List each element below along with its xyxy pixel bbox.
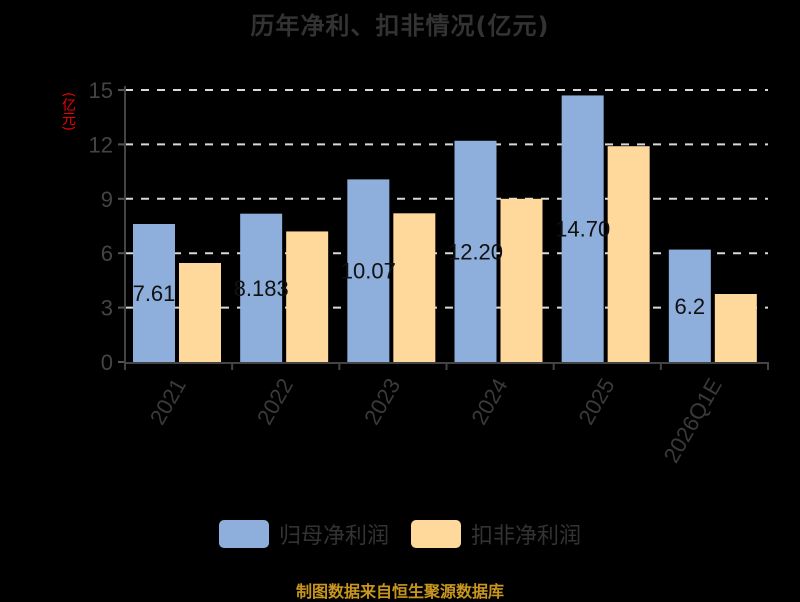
y-axis-unit-label: (亿元) bbox=[60, 92, 76, 131]
bar[interactable] bbox=[714, 294, 757, 362]
legend-item-deducted-profit[interactable]: 扣非净利润 bbox=[411, 518, 581, 550]
legend: 归母净利润 扣非净利润 bbox=[0, 518, 800, 550]
y-tick-label: 9 bbox=[101, 187, 113, 212]
x-tick-label: 2026Q1E bbox=[659, 374, 727, 467]
bar-chart: 0 3 6 9 12 15 7.61 2021 8.183 2022 10.07 2023 12.20 2… bbox=[89, 78, 769, 467]
legend-label: 归母净利润 bbox=[278, 524, 389, 549]
bar[interactable] bbox=[393, 213, 436, 362]
x-tick-label: 2024 bbox=[466, 374, 512, 429]
bar[interactable] bbox=[561, 95, 604, 362]
bar[interactable] bbox=[347, 179, 390, 362]
bar[interactable] bbox=[240, 213, 283, 362]
legend-swatch-orange bbox=[411, 520, 461, 548]
legend-swatch-blue bbox=[218, 520, 269, 548]
bar-value-label: 14.70 bbox=[555, 217, 610, 242]
legend-item-net-profit[interactable]: 归母净利润 bbox=[218, 518, 389, 550]
chart-title: 历年净利、扣非情况(亿元) bbox=[250, 12, 550, 40]
y-tick-label: 15 bbox=[89, 78, 113, 103]
x-tick-label: 2022 bbox=[252, 374, 298, 429]
bar-value-label: 6.2 bbox=[675, 294, 706, 319]
bar-value-label: 8.183 bbox=[234, 276, 289, 301]
bar[interactable] bbox=[454, 140, 497, 362]
y-tick-label: 0 bbox=[101, 350, 113, 375]
x-tick-label: 2021 bbox=[145, 374, 191, 429]
y-tick-label: 12 bbox=[89, 132, 113, 157]
bar-value-label: 12.20 bbox=[448, 239, 503, 264]
bar[interactable] bbox=[133, 224, 175, 362]
y-tick-label: 3 bbox=[101, 296, 113, 321]
legend-label: 扣非净利润 bbox=[471, 524, 582, 549]
source-footer: 制图数据来自恒生聚源数据库 bbox=[295, 582, 504, 601]
bar-value-label: 10.07 bbox=[341, 259, 396, 284]
bar-value-label: 7.61 bbox=[133, 281, 176, 306]
x-tick-label: 2025 bbox=[573, 374, 619, 429]
bar[interactable] bbox=[500, 198, 543, 362]
bar[interactable] bbox=[668, 249, 711, 362]
y-tick-label: 6 bbox=[101, 241, 113, 266]
x-tick-label: 2023 bbox=[359, 374, 405, 429]
bar[interactable] bbox=[607, 146, 650, 362]
bar[interactable] bbox=[179, 262, 221, 362]
bar[interactable] bbox=[286, 231, 329, 362]
